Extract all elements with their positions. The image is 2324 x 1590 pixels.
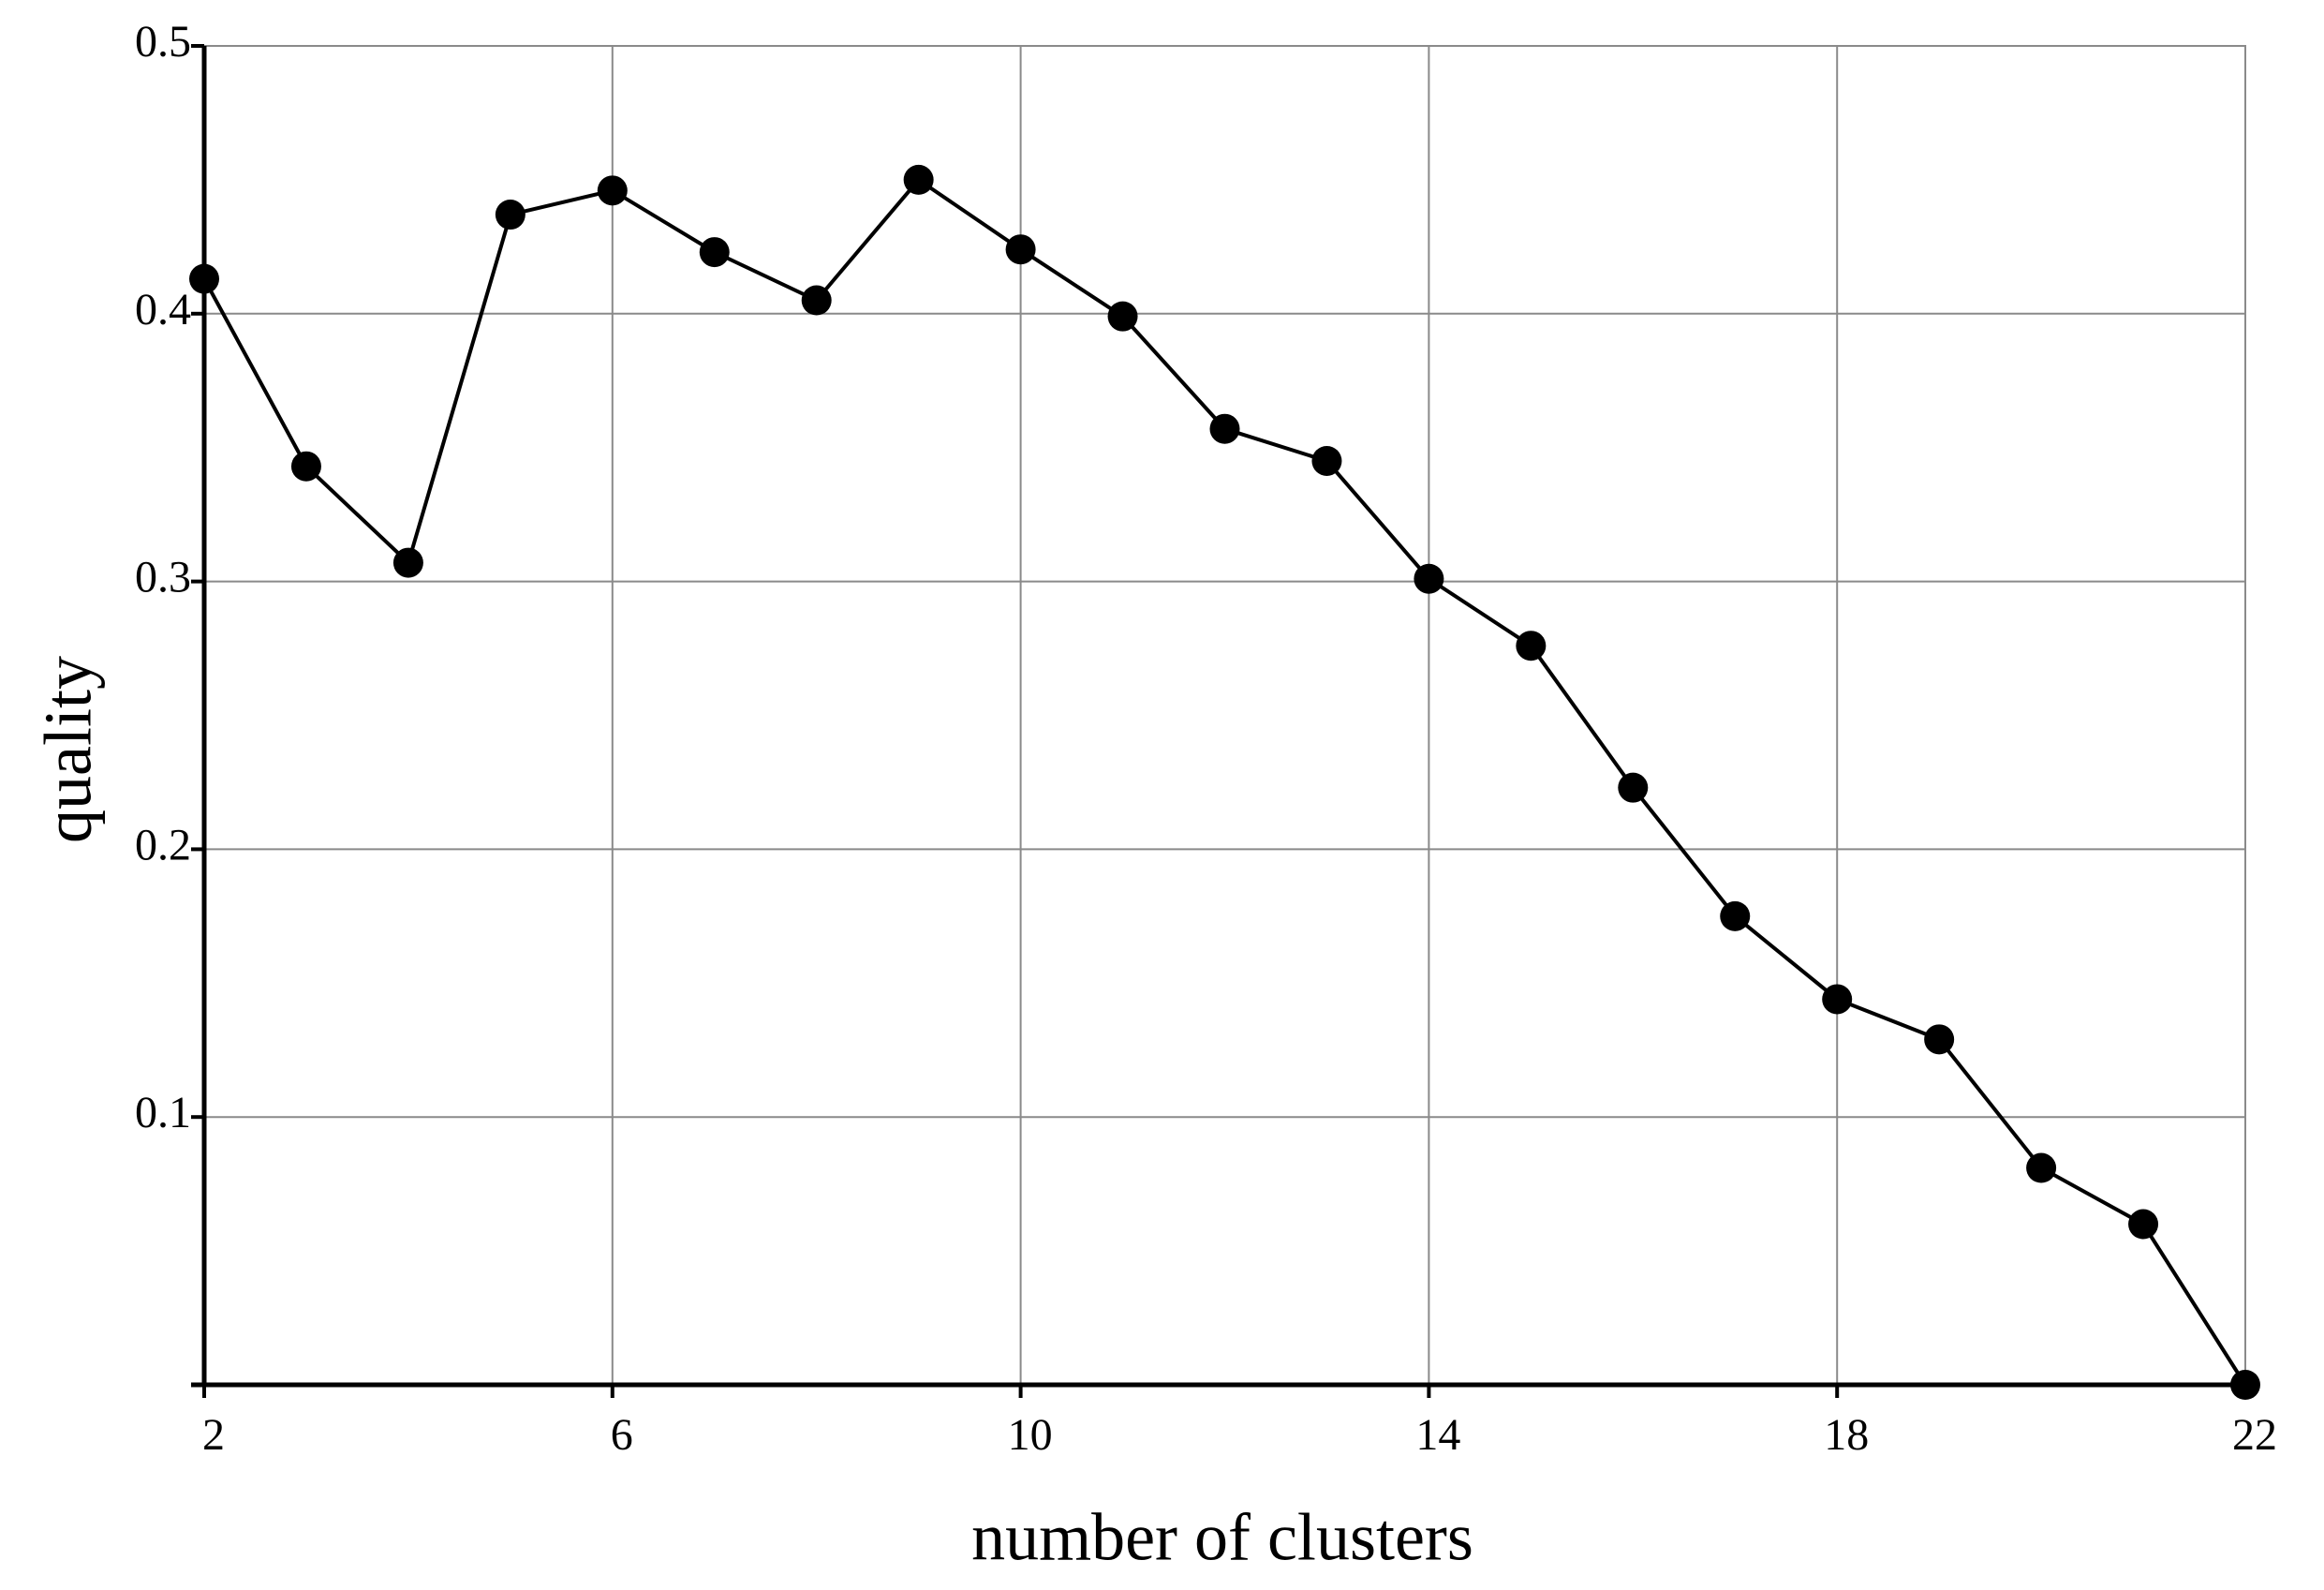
data-point — [903, 164, 934, 195]
data-point — [290, 451, 321, 482]
data-point — [1311, 445, 1342, 476]
data-point — [699, 237, 730, 268]
y-tick-label: 0.5 — [135, 17, 191, 67]
x-tick-label: 2 — [202, 1410, 225, 1460]
y-tick-label: 0.3 — [135, 553, 191, 602]
data-point — [1924, 1024, 1955, 1055]
x-tick-label: 14 — [1415, 1410, 1460, 1460]
data-point — [2026, 1152, 2057, 1183]
y-tick-label: 0.1 — [135, 1088, 191, 1137]
x-axis-label: number of clusters — [971, 1500, 1473, 1575]
data-point — [1822, 984, 1853, 1015]
x-tick-label: 18 — [1824, 1410, 1869, 1460]
plot-frame — [203, 45, 2246, 1386]
y-tick-label: 0.4 — [135, 285, 191, 334]
data-point — [1005, 234, 1036, 265]
data-point — [189, 263, 219, 294]
y-tick-label: 0.2 — [135, 820, 191, 869]
data-point — [1720, 900, 1751, 931]
x-tick-label: 10 — [1008, 1410, 1053, 1460]
data-point — [392, 547, 423, 578]
data-point — [801, 285, 832, 316]
data-point — [2128, 1209, 2159, 1240]
data-point — [495, 200, 525, 230]
data-point — [1209, 413, 1240, 444]
x-tick-label: 22 — [2232, 1410, 2277, 1460]
y-axis-label: quality — [31, 656, 106, 843]
data-point — [1516, 631, 1547, 661]
data-point — [2230, 1370, 2260, 1400]
data-line — [202, 177, 2247, 1387]
data-point — [1414, 563, 1444, 594]
data-point — [1107, 301, 1138, 332]
x-tick-label: 6 — [611, 1410, 633, 1460]
data-point — [1618, 772, 1649, 803]
data-point — [597, 175, 628, 206]
